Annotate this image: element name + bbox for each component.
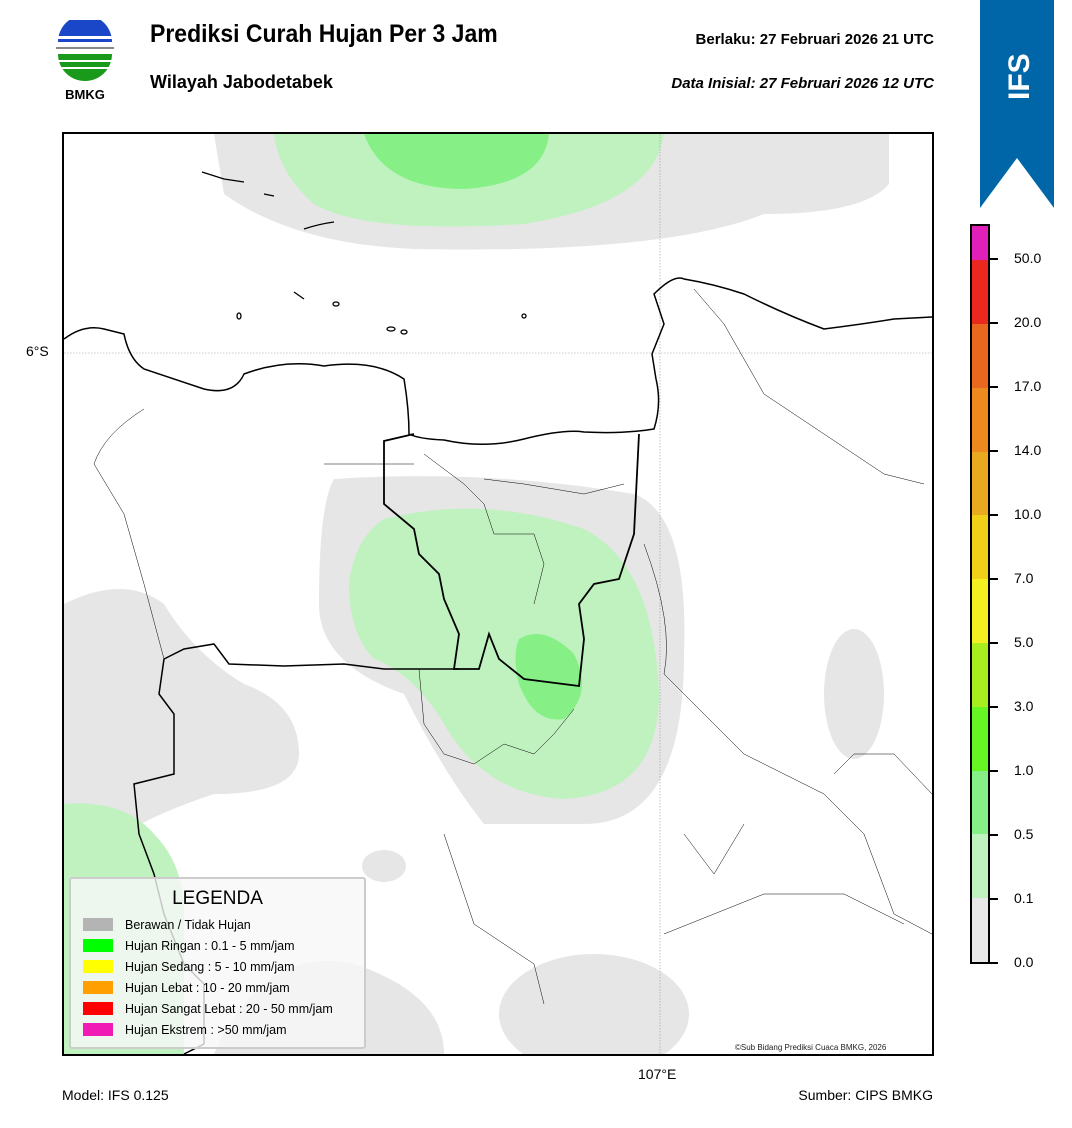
rain-central-core [515,634,582,720]
longitude-label: 107°E [638,1066,677,1082]
region-subtitle: Wilayah Jabodetabek [150,72,333,92]
colorbar-tick-label: 7.0 [1014,570,1034,586]
legend-swatch [83,981,113,994]
colorbar-tick-label: 50.0 [1014,250,1042,266]
colorbar-tick-label: 0.1 [1014,890,1034,906]
thousand-islands [201,171,527,335]
legend-label: Hujan Sangat Lebat : 20 - 50 mm/jam [125,1001,333,1016]
legend-item: Hujan Ringan : 0.1 - 5 mm/jam [71,935,364,956]
colorbar-tick-label: 17.0 [1014,378,1042,394]
colorbar-tick [990,642,998,644]
colorbar-tick-label: 0.0 [1014,954,1034,970]
legend-item: Hujan Lebat : 10 - 20 mm/jam [71,977,364,998]
colorbar-tick [990,386,998,388]
colorbar-tick-label: 5.0 [1014,634,1034,650]
legend-item: Hujan Ekstrem : >50 mm/jam [71,1019,364,1040]
svg-text:BMKG: BMKG [65,87,105,102]
colorbar-segment [972,706,988,771]
colorbar-tick [990,322,998,324]
svg-text:IFS: IFS [1003,53,1036,100]
legend-label: Hujan Ringan : 0.1 - 5 mm/jam [125,938,295,953]
legend-item: Hujan Sedang : 5 - 10 mm/jam [71,956,364,977]
legend-label: Hujan Ekstrem : >50 mm/jam [125,1022,287,1037]
legend-item: Hujan Sangat Lebat : 20 - 50 mm/jam [71,998,364,1019]
colorbar-tick-label: 20.0 [1014,314,1042,330]
colorbar-tick-label: 10.0 [1014,506,1042,522]
colorbar-tick-label: 14.0 [1014,442,1042,458]
map-legend: LEGENDA Berawan / Tidak Hujan Hujan Ringa… [69,877,366,1049]
colorbar-tick-label: 0.5 [1014,826,1034,842]
copyright-text: ©Sub Bidang Prediksi Cuaca BMKG, 2026 [735,1043,887,1052]
page-title: Prediksi Curah Hujan Per 3 Jam [150,20,498,48]
colorbar-tick-label: 1.0 [1014,762,1034,778]
source-label: Sumber: CIPS BMKG [798,1087,933,1103]
colorbar-tick [990,898,998,900]
latitude-label: 6°S [26,343,49,359]
colorbar-tick [990,258,998,260]
colorbar-tick [990,706,998,708]
legend-swatch [83,918,113,931]
colorbar-tick [990,834,998,836]
colorbar-segment [972,770,988,835]
cloud-area-west [64,589,299,834]
legend-swatch [83,1023,113,1036]
colorbar-tick-label: 3.0 [1014,698,1034,714]
legend-title: LEGENDA [172,888,263,909]
regency-borders [93,288,932,1005]
province-border [383,433,640,688]
valid-time: Berlaku: 27 Februari 2026 21 UTC [695,31,934,48]
colorbar-tick [990,450,998,452]
legend-swatch [83,939,113,952]
colorbar-tick [990,578,998,580]
legend-swatch [83,960,113,973]
colorbar-segment [972,226,988,261]
colorbar-segment [972,451,988,516]
initial-time: Data Inisial: 27 Februari 2026 12 UTC [671,75,934,92]
colorbar-segment [972,387,988,452]
colorbar-segment [972,642,988,707]
cloud-area-south [499,954,689,1054]
rain-north-core [364,134,549,189]
legend-label: Hujan Lebat : 10 - 20 mm/jam [125,980,290,995]
colorbar-segment [972,515,988,580]
ifs-badge: IFS [980,0,1054,208]
colorbar [970,224,990,964]
cloud-area-east [824,629,884,759]
colorbar-segment [972,834,988,899]
coastline [64,277,932,445]
colorbar-tick [990,514,998,516]
legend-label: Berawan / Tidak Hujan [125,917,251,932]
bmkg-logo: BMKG [56,20,114,102]
colorbar-segment [972,323,988,388]
colorbar-tick [990,770,998,772]
colorbar-tick [990,962,998,964]
colorbar-segment [972,260,988,324]
legend-swatch [83,1002,113,1015]
colorbar-segment [972,898,988,962]
light-rain-central [349,508,659,799]
colorbar-segment [972,579,988,643]
legend-label: Hujan Sedang : 5 - 10 mm/jam [125,959,295,974]
legend-item: Berawan / Tidak Hujan [71,914,364,935]
model-label: Model: IFS 0.125 [62,1087,169,1103]
